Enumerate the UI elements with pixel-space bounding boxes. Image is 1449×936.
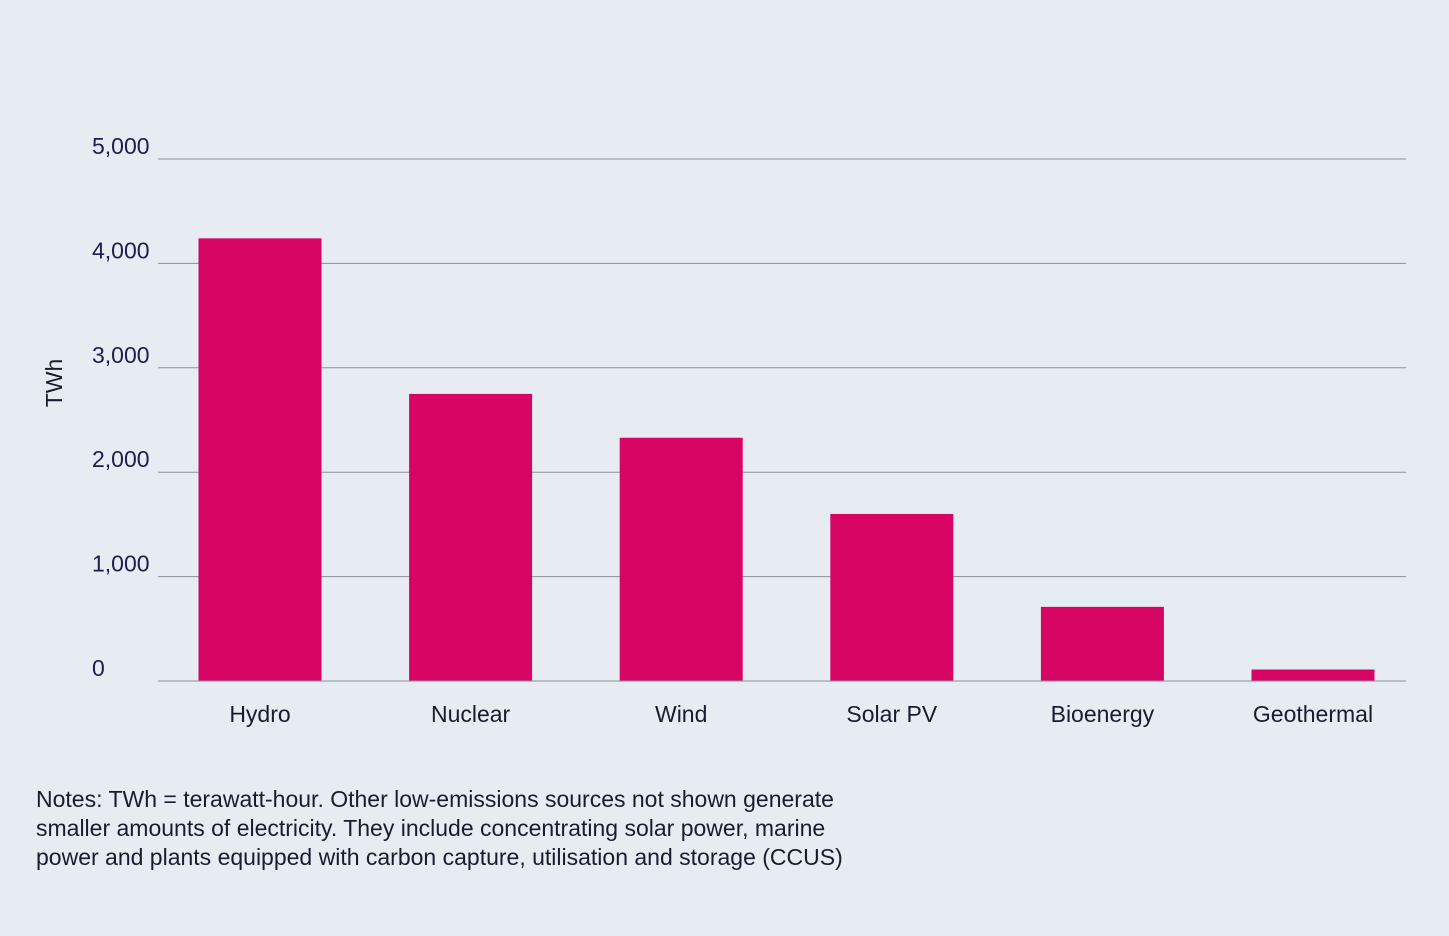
- y-tick-label: 3,000: [92, 342, 150, 368]
- x-category-label: Bioenergy: [1051, 701, 1155, 727]
- y-tick-label: 1,000: [92, 551, 150, 577]
- y-tick-label: 0: [92, 655, 105, 681]
- bar: [409, 393, 533, 681]
- bar: [830, 513, 954, 681]
- y-tick-label: 4,000: [92, 237, 150, 263]
- chart-canvas: 0 1,000 2,000 3,000 4,000 5,000 Hydro Nuclear Wi…: [41, 133, 1406, 727]
- x-category-label: Hydro: [229, 701, 290, 727]
- bar: [1251, 669, 1375, 681]
- chart-notes: Notes: TWh = terawatt-hour. Other low-em…: [36, 786, 843, 870]
- y-tick-label: 5,000: [92, 133, 150, 159]
- x-category-label: Wind: [655, 701, 707, 727]
- bar: [1040, 606, 1164, 681]
- x-category-label: Geothermal: [1253, 701, 1373, 727]
- bar-chart: 0 1,000 2,000 3,000 4,000 5,000 Hydro Nuclear Wi…: [41, 133, 1406, 727]
- x-category-label: Nuclear: [431, 701, 511, 727]
- bar: [619, 437, 743, 681]
- y-axis-label: TWh: [41, 359, 67, 408]
- y-tick-label: 2,000: [92, 446, 150, 472]
- x-category-label: Solar PV: [846, 701, 937, 727]
- bar: [198, 238, 322, 681]
